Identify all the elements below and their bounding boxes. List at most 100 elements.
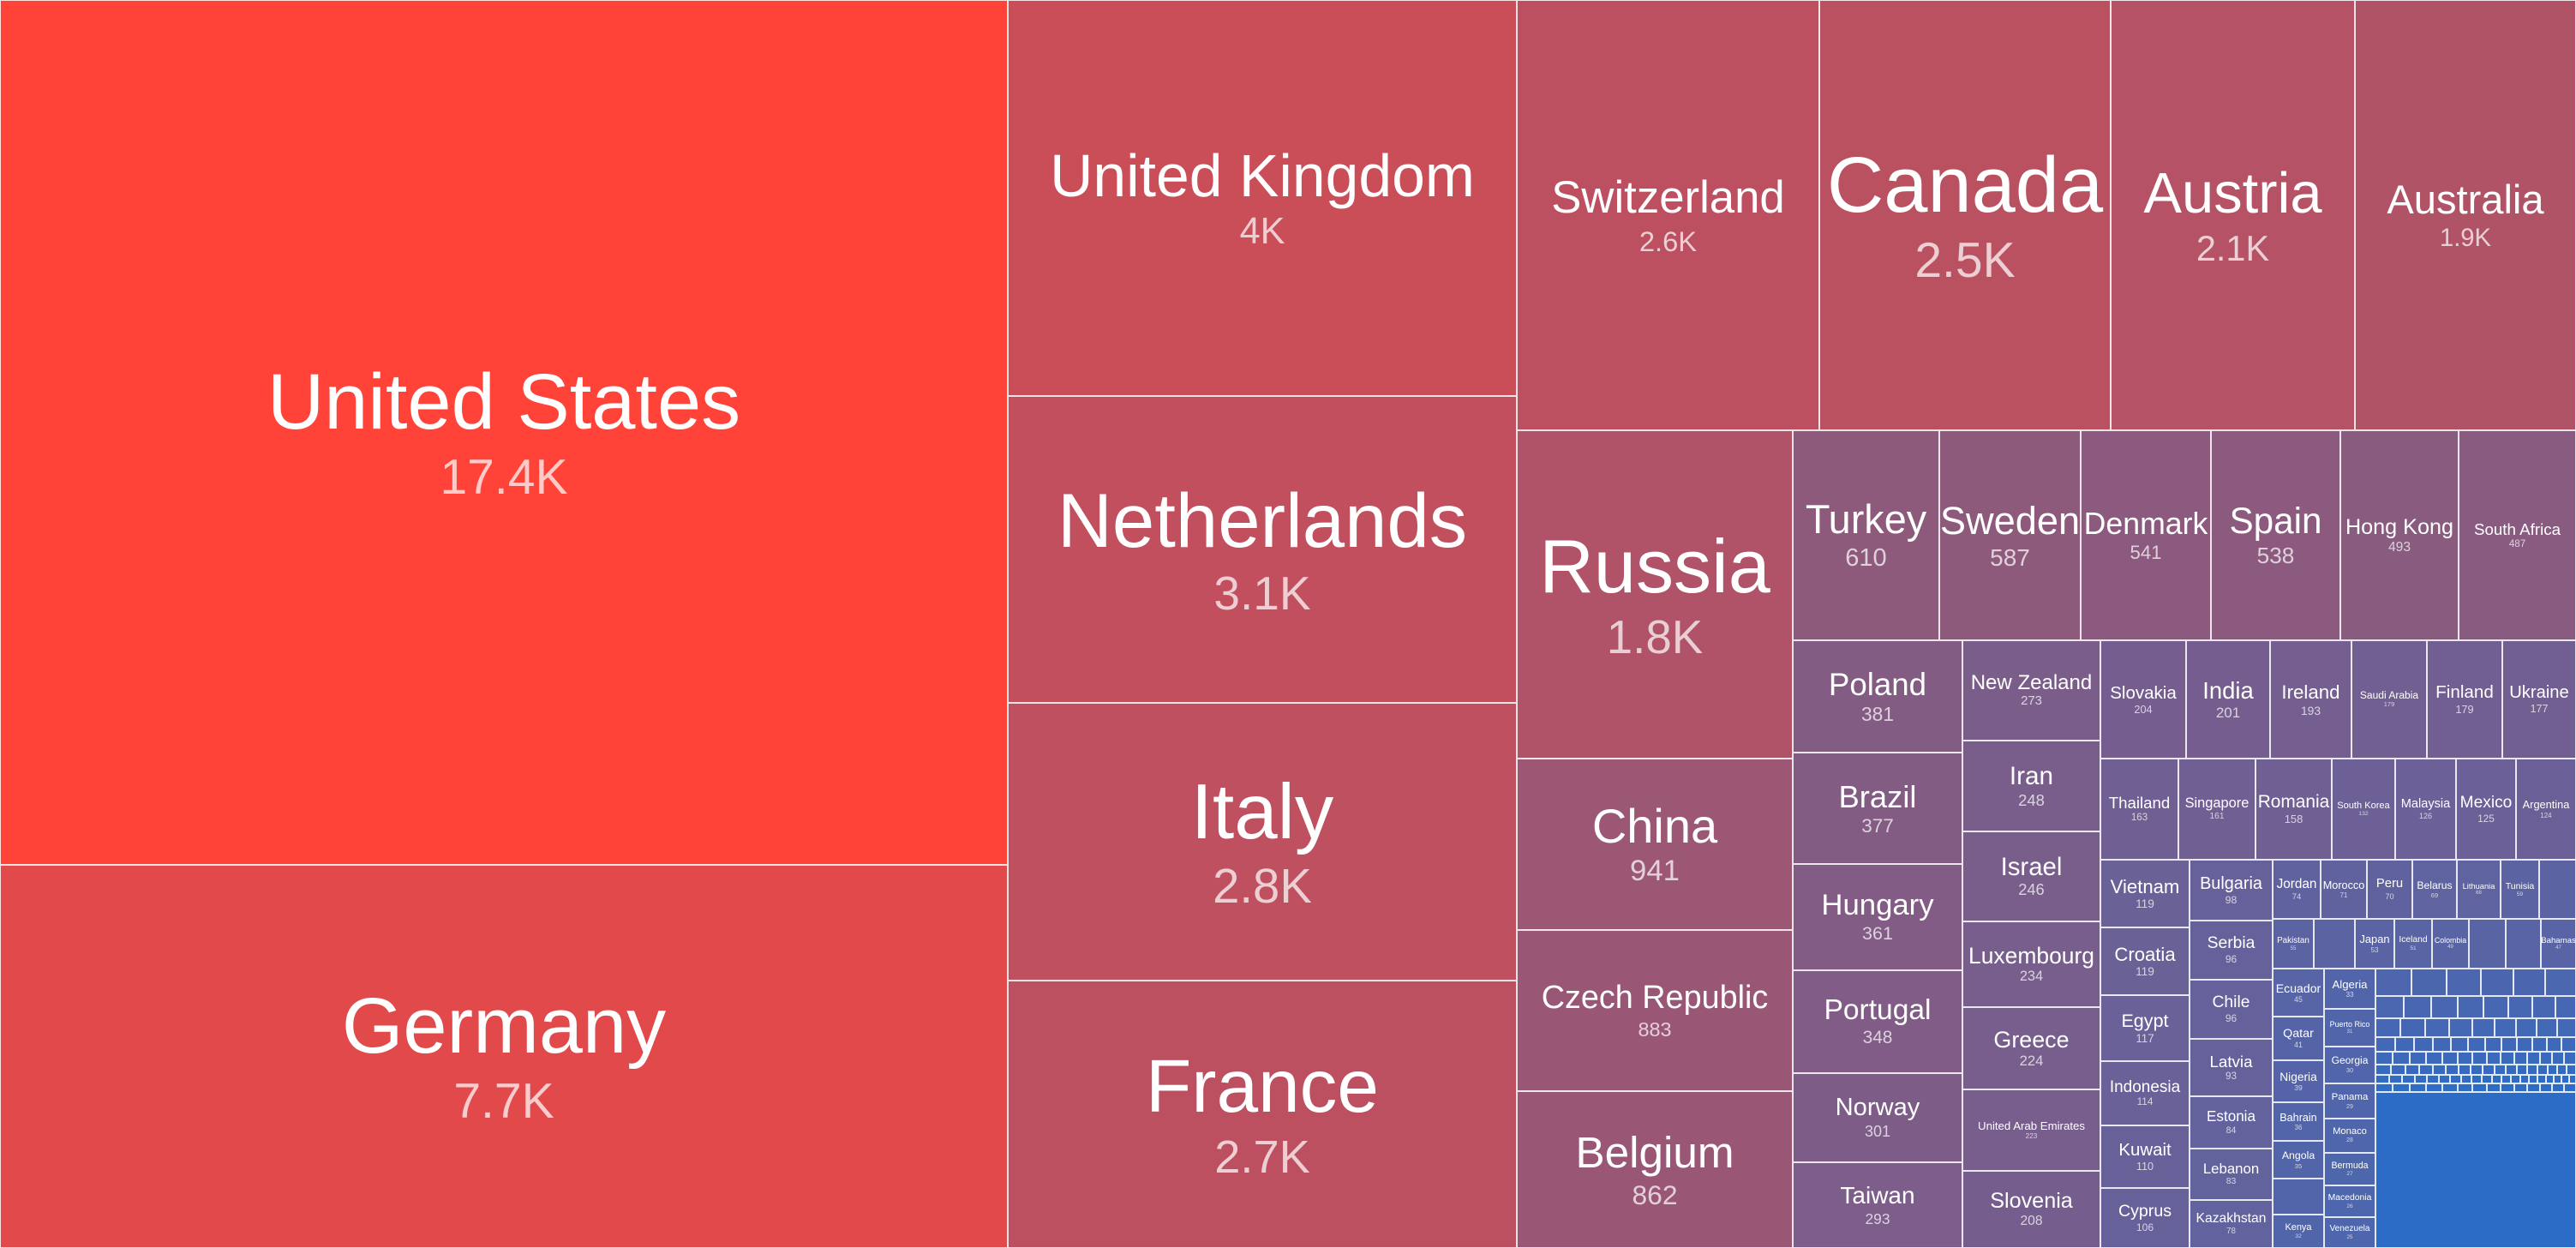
tile-small[interactable]	[2501, 1052, 2514, 1065]
tile-small[interactable]	[2546, 1074, 2554, 1083]
tile-ecuador[interactable]: Ecuador 45	[2273, 969, 2324, 1017]
tile-small[interactable]	[2532, 1036, 2547, 1053]
tile-small[interactable]	[2439, 1074, 2450, 1083]
tile-czech-republic[interactable]: Czech Republic 883	[1517, 930, 1793, 1091]
tile-small[interactable]	[2501, 1083, 2514, 1092]
tile-small[interactable]	[2426, 1052, 2442, 1065]
tile-small[interactable]	[2458, 996, 2483, 1019]
tile-small[interactable]	[2540, 1083, 2552, 1092]
tile-small[interactable]	[2446, 1064, 2459, 1075]
tile-small[interactable]	[2495, 1018, 2516, 1037]
tile-small[interactable]	[2545, 969, 2576, 996]
tile-saudi-arabia[interactable]: Saudi Arabia 179	[2351, 640, 2427, 759]
tile-small[interactable]	[2433, 1036, 2451, 1053]
tile-small[interactable]	[2482, 1074, 2492, 1083]
tile-small[interactable]	[2425, 1018, 2449, 1037]
tile-small[interactable]	[2561, 1074, 2569, 1083]
tile-slovenia[interactable]: Slovenia 208	[1962, 1171, 2100, 1248]
tile-south-korea[interactable]: South Korea 132	[2332, 759, 2395, 860]
tile-japan[interactable]: Japan 53	[2355, 919, 2394, 969]
tile-croatia[interactable]: Croatia 119	[2100, 927, 2190, 995]
tile-small[interactable]	[2400, 1018, 2425, 1037]
tile-small[interactable]	[2468, 1036, 2485, 1053]
tile-puerto-rico[interactable]: Puerto Rico 31	[2324, 1009, 2375, 1047]
tile-small[interactable]	[2442, 1052, 2458, 1065]
tile-serbia[interactable]: Serbia 96	[2190, 921, 2273, 980]
tile-small[interactable]	[2410, 1052, 2426, 1065]
tile-united-arab-emirates[interactable]: United Arab Emirates 223	[1962, 1089, 2100, 1171]
tile-georgia[interactable]: Georgia 30	[2324, 1047, 2375, 1083]
tile-small[interactable]	[2548, 1064, 2557, 1075]
tile-small[interactable]	[2514, 1083, 2527, 1092]
tile-small[interactable]	[2415, 1074, 2427, 1083]
tile-small[interactable]	[2517, 1064, 2527, 1075]
tile-small[interactable]	[2485, 1036, 2501, 1053]
tile-azerbaijan[interactable]	[2539, 860, 2576, 919]
tile-small[interactable]	[2393, 1083, 2410, 1092]
tile-lithuania[interactable]: Lithuania 68	[2457, 860, 2501, 919]
tile-singapore[interactable]: Singapore 161	[2178, 759, 2255, 860]
tile-macedonia[interactable]: Macedonia 26	[2324, 1185, 2375, 1217]
tile-small[interactable]	[2527, 1064, 2537, 1075]
tile-slovakia[interactable]: Slovakia 204	[2100, 640, 2186, 759]
tile-small[interactable]	[2495, 1064, 2506, 1075]
tile-small[interactable]	[2471, 1074, 2482, 1083]
tile-kenya[interactable]: Kenya 32	[2273, 1215, 2324, 1248]
tile-nigeria[interactable]: Nigeria 39	[2273, 1060, 2324, 1102]
tile-united-kingdom[interactable]: United Kingdom 4K	[1008, 0, 1517, 396]
tile-jordan[interactable]: Jordan 74	[2273, 860, 2321, 919]
tile-small[interactable]	[2472, 1083, 2487, 1092]
tile-small[interactable]	[2567, 1064, 2576, 1075]
tile-small[interactable]	[2552, 1083, 2564, 1092]
tile-iceland[interactable]: Iceland 51	[2394, 919, 2432, 969]
tile-cyprus[interactable]: Cyprus 106	[2100, 1188, 2190, 1248]
tile-india[interactable]: India 201	[2186, 640, 2270, 759]
tile-morocco[interactable]: Morocco 71	[2321, 860, 2367, 919]
tile-small[interactable]	[2537, 1018, 2557, 1037]
tile-greece[interactable]: Greece 224	[1962, 1007, 2100, 1089]
tile-small[interactable]	[2472, 1018, 2495, 1037]
tile-hong-kong[interactable]: Hong Kong 493	[2340, 430, 2459, 640]
tile-united-states[interactable]: United States 17.4K	[0, 0, 1008, 865]
tile-italy[interactable]: Italy 2.8K	[1008, 703, 1517, 981]
tile-small[interactable]	[2402, 1074, 2415, 1083]
tile-poland[interactable]: Poland 381	[1793, 640, 1962, 753]
tile-small[interactable]	[2447, 969, 2481, 996]
tile-small[interactable]	[2375, 1036, 2395, 1053]
tile-kazakhstan[interactable]: Kazakhstan 78	[2190, 1200, 2273, 1248]
tile-bermuda[interactable]: Bermuda 27	[2324, 1153, 2375, 1185]
tile-bangladesh[interactable]	[2469, 919, 2506, 969]
tile-small[interactable]	[2501, 1036, 2517, 1053]
tile-bahamas[interactable]: Bahamas 47	[2541, 919, 2576, 969]
tile-israel[interactable]: Israel 246	[1962, 831, 2100, 921]
tile-small[interactable]	[2375, 1018, 2400, 1037]
tile-small[interactable]	[2532, 996, 2555, 1019]
tile-norway[interactable]: Norway 301	[1793, 1073, 1962, 1162]
tile-finland[interactable]: Finland 179	[2427, 640, 2502, 759]
tile-taiwan[interactable]: Taiwan 293	[1793, 1162, 1962, 1248]
tile-small[interactable]	[2487, 1052, 2501, 1065]
tile-small[interactable]	[2564, 1052, 2576, 1065]
tile-papua-new-guinea[interactable]	[2273, 1179, 2324, 1215]
tile-argentina[interactable]: Argentina 124	[2516, 759, 2576, 860]
tile-small[interactable]	[2404, 996, 2431, 1019]
tile-ireland[interactable]: Ireland 193	[2270, 640, 2351, 759]
tile-small[interactable]	[2459, 1064, 2471, 1075]
tile-spain[interactable]: Spain 538	[2211, 430, 2340, 640]
tile-small[interactable]	[2410, 1083, 2426, 1092]
tile-mexico[interactable]: Mexico 125	[2456, 759, 2516, 860]
tile-small[interactable]	[2517, 1036, 2532, 1053]
tile-romania[interactable]: Romania 158	[2255, 759, 2332, 860]
tile-small[interactable]	[2547, 1036, 2561, 1053]
tile-estonia[interactable]: Estonia 84	[2190, 1096, 2273, 1149]
tile-australia[interactable]: Australia 1.9K	[2355, 0, 2576, 430]
tile-netherlands[interactable]: Netherlands 3.1K	[1008, 396, 1517, 703]
tile-small[interactable]	[2389, 1074, 2402, 1083]
tile-small[interactable]	[2449, 1018, 2472, 1037]
tile-small[interactable]	[2375, 1091, 2576, 1248]
tile-sweden[interactable]: Sweden 587	[1939, 430, 2081, 640]
tile-china[interactable]: China 941	[1517, 759, 1793, 930]
tile-small[interactable]	[2564, 1083, 2576, 1092]
tile-monaco[interactable]: Monaco 28	[2324, 1119, 2375, 1153]
tile-portugal[interactable]: Portugal 348	[1793, 970, 1962, 1073]
